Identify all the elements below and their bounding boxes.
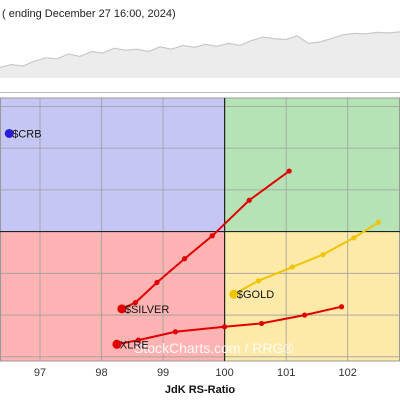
series-point <box>338 304 345 310</box>
series-point <box>255 278 262 284</box>
series-point <box>222 324 228 330</box>
quadrant-lagging <box>0 231 225 361</box>
series-label: $SILVER <box>125 304 169 316</box>
series-point <box>258 320 265 327</box>
series-point <box>375 219 382 226</box>
series-point <box>289 264 295 270</box>
series-head-point <box>4 128 14 138</box>
series-point <box>132 299 138 306</box>
series-crb: $CRB <box>4 128 42 140</box>
quadrant-improving <box>0 98 225 232</box>
series-head-point <box>117 304 127 314</box>
series-gold: $GOLD <box>229 219 382 301</box>
series-point <box>172 329 178 335</box>
series-tail-line <box>233 221 380 296</box>
series-point <box>209 233 215 239</box>
series-point <box>246 197 252 203</box>
x-tick-label: 98 <box>95 367 107 379</box>
series-head-point <box>229 289 239 299</box>
series-point <box>182 256 188 262</box>
benchmark-area <box>0 31 400 78</box>
x-tick-label: 99 <box>157 367 169 379</box>
series-point <box>302 312 308 318</box>
quadrant-weakening <box>224 231 400 361</box>
x-tick-labels: 97 98 99 100 101 102 <box>34 367 357 379</box>
x-axis-label: JdK RS-Ratio <box>164 384 236 396</box>
date-range-label: ( ending December 27 16:00, 2024) <box>2 8 176 20</box>
x-tick-label: 100 <box>215 367 233 379</box>
benchmark-line-group <box>0 31 400 78</box>
series-silver: $SILVER <box>117 168 292 316</box>
series-point <box>286 168 292 174</box>
series-point <box>135 337 142 343</box>
series-point <box>154 279 160 286</box>
series-head-point <box>112 339 122 349</box>
series-label: $CRB <box>12 128 41 140</box>
series-tails: $CRB $SILVER $GOLD XLRE <box>4 128 382 351</box>
quadrant-backgrounds <box>0 98 400 361</box>
series-label: $GOLD <box>237 289 274 301</box>
center-lines <box>0 98 400 361</box>
series-xlre: XLRE <box>112 304 345 351</box>
quadrant-leading <box>224 98 400 232</box>
watermark: StockCharts.com / RRG® <box>134 340 294 356</box>
series-point <box>320 251 326 258</box>
x-tick-label: 101 <box>277 367 295 379</box>
series-label: XLRE <box>120 339 149 351</box>
x-tick-label: 97 <box>34 367 46 379</box>
series-point <box>351 235 357 241</box>
x-tick-label: 102 <box>339 367 357 379</box>
benchmark-line <box>0 31 400 68</box>
watermark-text: StockCharts.com / RRG® <box>134 340 294 356</box>
